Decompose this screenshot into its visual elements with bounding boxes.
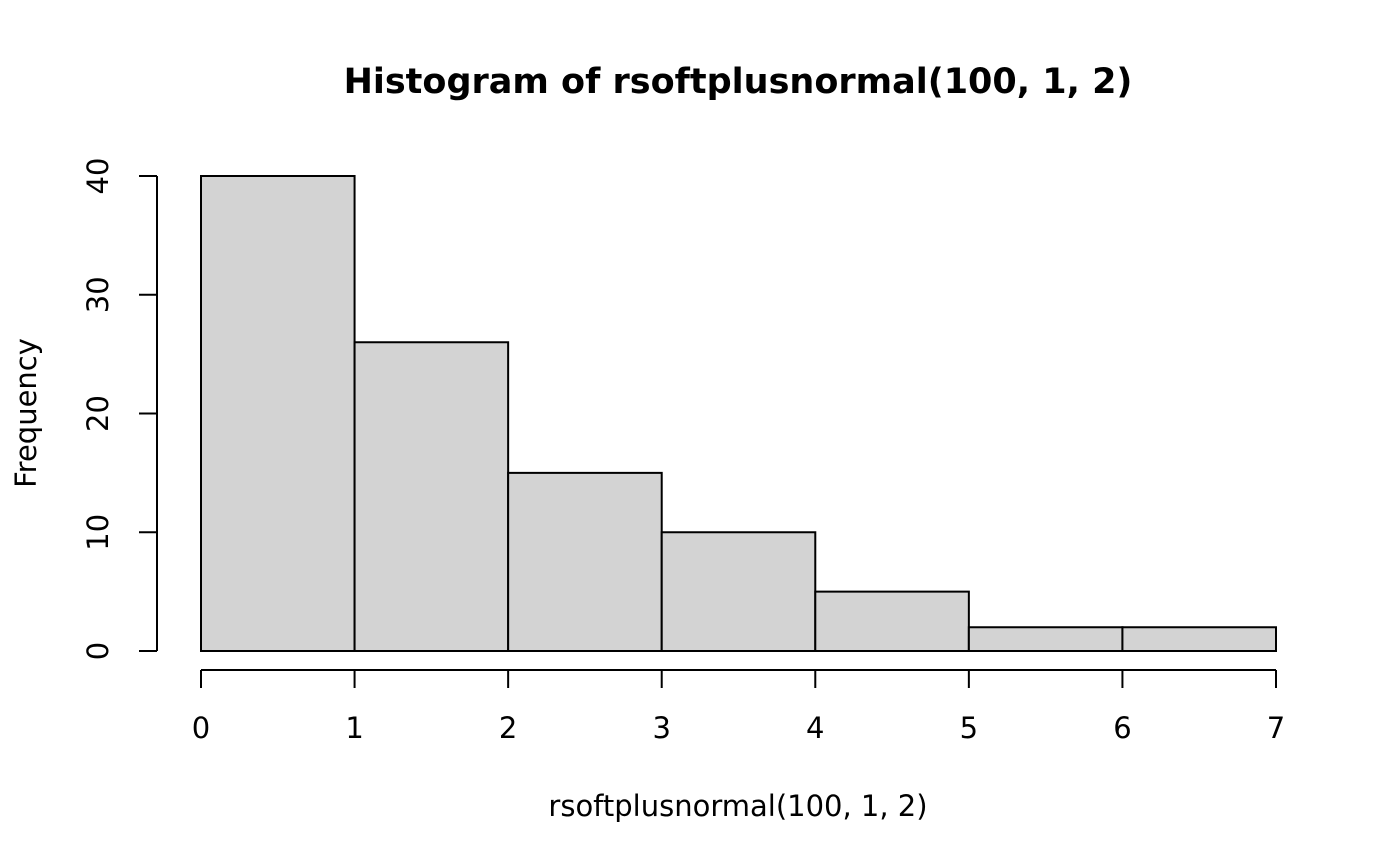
x-tick-label: 0	[192, 711, 210, 745]
y-tick-label: 30	[81, 276, 115, 313]
y-tick-label: 40	[81, 158, 115, 195]
histogram-bar	[967, 626, 1124, 652]
bars-group	[200, 175, 1278, 652]
y-axis: 0 10 20 30 40	[81, 158, 158, 660]
x-tick-label: 6	[1113, 711, 1131, 745]
histogram-bar	[660, 531, 817, 652]
x-tick-label: 2	[499, 711, 517, 745]
histogram-bar	[507, 471, 663, 652]
x-tick-label: 3	[652, 711, 670, 745]
histogram-bar	[200, 175, 356, 652]
histogram-bar	[1121, 626, 1278, 652]
histogram-bar	[353, 341, 510, 652]
x-axis: 0 1 2 3 4 5 6 7	[192, 669, 1285, 745]
x-tick-label: 7	[1267, 711, 1285, 745]
x-axis-label: rsoftplusnormal(100, 1, 2)	[548, 789, 927, 823]
y-tick-label: 20	[81, 395, 115, 432]
y-tick-label: 0	[81, 642, 115, 660]
x-tick-label: 5	[960, 711, 978, 745]
x-tick-label: 1	[345, 711, 363, 745]
x-tick-label: 4	[806, 711, 824, 745]
y-axis-label: Frequency	[9, 338, 43, 488]
chart-title: Histogram of rsoftplusnormal(100, 1, 2)	[344, 62, 1133, 102]
histogram-bar	[814, 590, 970, 652]
y-tick-label: 10	[81, 514, 115, 551]
